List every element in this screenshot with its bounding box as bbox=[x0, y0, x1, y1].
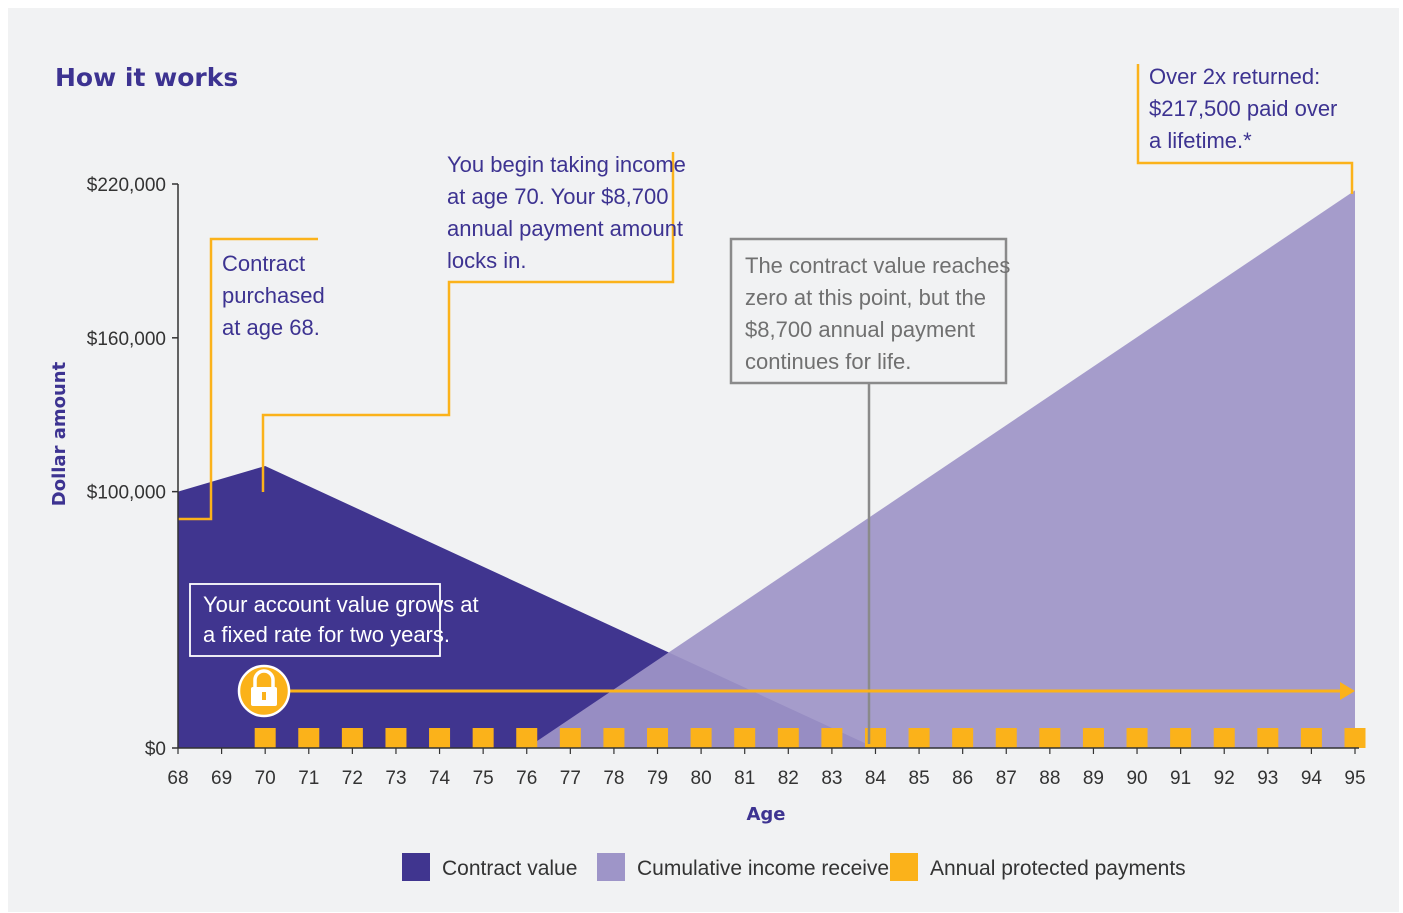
payment-marker-91 bbox=[1170, 728, 1192, 748]
chart-card: How it works Contract purchased at age 68.… bbox=[8, 8, 1399, 912]
payment-marker-82 bbox=[777, 728, 799, 748]
x-tick-label: 71 bbox=[298, 768, 319, 789]
payment-marker-93 bbox=[1257, 728, 1279, 748]
x-tick-label: 69 bbox=[211, 768, 232, 789]
x-tick-label: 95 bbox=[1344, 768, 1365, 789]
y-tick-label: $0 bbox=[145, 739, 166, 760]
zero-annotation: The contract value reaches zero at this p… bbox=[745, 253, 1010, 374]
lock-icon bbox=[237, 664, 291, 718]
area-layer bbox=[178, 190, 1355, 749]
payment-marker-71 bbox=[298, 728, 320, 748]
grows-callout-box bbox=[189, 583, 441, 657]
x-tick-label: 90 bbox=[1126, 768, 1147, 789]
x-axis-label: Age bbox=[746, 804, 785, 825]
payment-marker-77 bbox=[559, 728, 581, 748]
payment-marker-79 bbox=[647, 728, 669, 748]
x-tick-label: 70 bbox=[255, 768, 276, 789]
y-tick-label: $220,000 bbox=[87, 175, 166, 196]
x-tick-label: 79 bbox=[647, 768, 668, 789]
legend-label-1: Cumulative income received bbox=[637, 857, 901, 880]
lock-icon-shackle bbox=[253, 669, 275, 688]
payment-marker-87 bbox=[995, 728, 1017, 748]
x-tick-label: 92 bbox=[1214, 768, 1235, 789]
payment-marker-72 bbox=[341, 728, 363, 748]
x-tick-label: 77 bbox=[560, 768, 581, 789]
purchase-annotation: Contract purchased at age 68. bbox=[222, 251, 325, 340]
payment-marker-78 bbox=[603, 728, 625, 748]
x-tick-label: 91 bbox=[1170, 768, 1191, 789]
returned-callout-line bbox=[1136, 64, 1354, 194]
returned-annotation: Over 2x returned: $217,500 paid over a lif… bbox=[1149, 64, 1337, 153]
legend: Contract value Cumulative income received… bbox=[402, 853, 1186, 881]
payment-marker-74 bbox=[429, 728, 451, 748]
x-tick-label: 68 bbox=[167, 768, 188, 789]
x-tick-label: 88 bbox=[1039, 768, 1060, 789]
x-tick-label: 85 bbox=[909, 768, 930, 789]
lock-icon-keyhole bbox=[262, 692, 266, 700]
x-tick-label: 73 bbox=[385, 768, 406, 789]
payment-marker-89 bbox=[1082, 728, 1104, 748]
payment-marker-80 bbox=[690, 728, 712, 748]
x-tick-label: 78 bbox=[603, 768, 624, 789]
legend-swatch-2 bbox=[890, 853, 918, 881]
y-tick-label: $100,000 bbox=[87, 483, 166, 504]
payment-marker-70 bbox=[254, 728, 276, 748]
legend-label-2: Annual protected payments bbox=[930, 857, 1186, 880]
x-tick-label: 94 bbox=[1301, 768, 1323, 789]
payment-marker-86 bbox=[952, 728, 974, 748]
x-tick-label: 76 bbox=[516, 768, 537, 789]
axes-layer: $0 $100,000 $160,000 $220,000 68 69 70 71 72 73 74… bbox=[87, 175, 1366, 789]
chart-title: How it works bbox=[55, 63, 238, 92]
payment-marker-81 bbox=[734, 728, 756, 748]
payment-marker-73 bbox=[385, 728, 407, 748]
x-tick-label: 82 bbox=[778, 768, 799, 789]
legend-swatch-0 bbox=[402, 853, 430, 881]
payment-marker-75 bbox=[472, 728, 494, 748]
y-tick-label: $160,000 bbox=[87, 329, 166, 350]
chart-svg: How it works Contract purchased at age 68.… bbox=[49, 63, 1366, 881]
x-tick-label: 87 bbox=[996, 768, 1017, 789]
cumulative-income-area bbox=[526, 190, 1355, 749]
x-tick-label: 83 bbox=[821, 768, 842, 789]
payment-marker-90 bbox=[1126, 728, 1148, 748]
purchase-callout-line bbox=[178, 237, 318, 521]
callout-layer: Contract purchased at age 68. You begin tak… bbox=[178, 64, 1355, 744]
x-tick-label: 89 bbox=[1083, 768, 1104, 789]
legend-label-0: Contract value bbox=[442, 857, 577, 880]
x-tick-label: 74 bbox=[429, 768, 451, 789]
grows-annotation: Your account value grows at a fixed rate … bbox=[203, 592, 479, 647]
payment-marker-85 bbox=[908, 728, 930, 748]
y-axis-label: Dollar amount bbox=[49, 361, 70, 506]
income-annotation: You begin taking income at age 70. Your $… bbox=[447, 152, 686, 273]
x-tick-label: 75 bbox=[473, 768, 494, 789]
x-tick-label: 86 bbox=[952, 768, 973, 789]
payment-marker-76 bbox=[516, 728, 538, 748]
payment-marker-83 bbox=[821, 728, 843, 748]
payment-marker-95 bbox=[1344, 728, 1366, 748]
x-tick-label: 72 bbox=[342, 768, 363, 789]
payment-marker-94 bbox=[1300, 728, 1322, 748]
arrow-right-icon bbox=[1340, 682, 1355, 700]
x-tick-label: 84 bbox=[865, 768, 887, 789]
payment-marker-88 bbox=[1039, 728, 1061, 748]
income-callout-line bbox=[261, 152, 675, 492]
payments-layer bbox=[254, 728, 1366, 748]
payment-marker-92 bbox=[1213, 728, 1235, 748]
x-tick-label: 80 bbox=[691, 768, 712, 789]
legend-swatch-1 bbox=[597, 853, 625, 881]
x-tick-label: 93 bbox=[1257, 768, 1278, 789]
x-tick-label: 81 bbox=[734, 768, 755, 789]
